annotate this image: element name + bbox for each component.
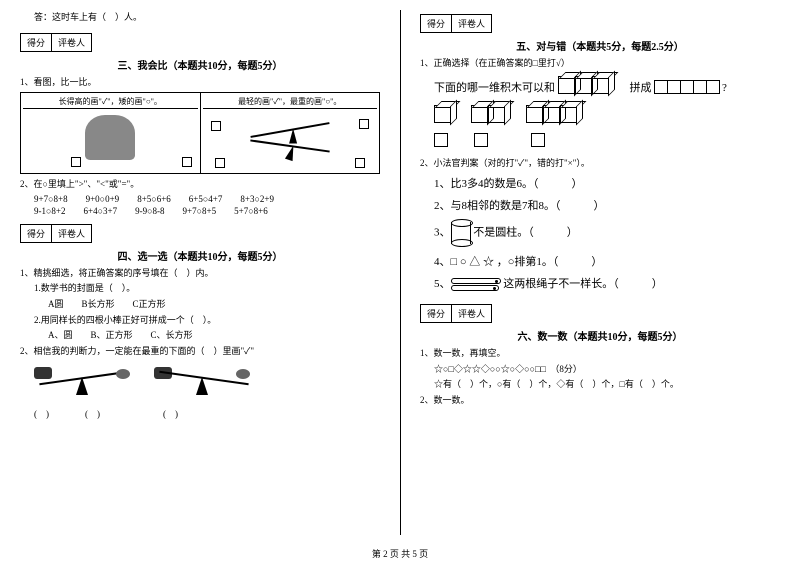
sec4-q1-2-opts[interactable]: A、圆 B、正方形 C、长方形: [48, 329, 380, 342]
sec4-q1: 1、精挑细选，将正确答案的序号填在（ ）内。: [20, 267, 380, 280]
block-answer-boxes[interactable]: [434, 133, 766, 149]
sec3-q2: 2、在○里填上">"、"<"或"="。: [20, 178, 380, 191]
sec4-q1-1: 1.数学书的封面是（ ）。: [34, 282, 380, 295]
seesaw-icon: [250, 122, 329, 138]
judge-1[interactable]: 1、比3多4的数是6。（ ）: [434, 175, 780, 191]
img-header-1: 长得高的画"✓"，矮的画"○"。: [23, 95, 198, 109]
math-expr[interactable]: 6+5○4+7: [189, 194, 223, 204]
answer-box[interactable]: [355, 158, 365, 168]
math-expr[interactable]: 8+5○6+6: [137, 194, 171, 204]
math-expr[interactable]: 9-1○8+2: [34, 206, 66, 216]
judge-4[interactable]: 4、□ ○ △ ☆ ，○排第1。（ ）: [434, 253, 780, 269]
seesaw-figure: [34, 365, 134, 400]
sec6-q2: 2、数一数。: [420, 394, 780, 407]
column-divider: [400, 10, 401, 535]
math-expr[interactable]: 5+7○8+6: [234, 206, 268, 216]
sec6-q1-fill[interactable]: ☆有（ ）个，○有（ ）个，◇有（ ）个，□有（ ）个。: [434, 378, 780, 391]
sec5-q1-row: 下面的哪一维积木可以和 拼成 ?: [434, 76, 766, 97]
score-box-3: 得分 评卷人: [20, 33, 92, 52]
comparison-image-box: 长得高的画"✓"，矮的画"○"。 最轻的画"✓"，最重的画"○"。: [20, 92, 380, 174]
section4-title: 四、选一选（本题共10分，每题5分）: [20, 248, 380, 263]
sec4-q2: 2、相信我的判断力，一定能在最重的下面的（ ）里画"✓": [20, 345, 380, 358]
sec4-q2-labels[interactable]: ( ) ( ) ( ): [34, 408, 380, 421]
score-label: 得分: [21, 225, 52, 242]
sec3-q1: 1、看图，比一比。: [20, 76, 380, 89]
section6-title: 六、数一数（本题共10分，每题5分）: [420, 328, 780, 343]
grader-label: 评卷人: [452, 305, 491, 322]
score-label: 得分: [21, 34, 52, 51]
block-text: 下面的哪一维积木可以和: [434, 82, 555, 94]
math-expr[interactable]: 8+3○2+9: [240, 194, 274, 204]
rope-icon: [451, 277, 501, 292]
score-label: 得分: [421, 305, 452, 322]
outline-blocks: [654, 80, 719, 97]
answer-box[interactable]: [359, 119, 369, 129]
answer-box[interactable]: [182, 157, 192, 167]
block-options[interactable]: [434, 105, 766, 125]
block-text2: 拼成: [630, 82, 652, 94]
image-cell-tall: 长得高的画"✓"，矮的画"○"。: [21, 93, 201, 173]
sec4-q1-2: 2.用同样长的四根小棒正好可拼成一个（ ）。: [34, 314, 380, 327]
judge-3[interactable]: 3、 不是圆柱。（ ）: [434, 219, 780, 247]
sec6-q1: 1、数一数，再填空。: [420, 347, 780, 360]
grader-label: 评卷人: [52, 34, 91, 51]
sec5-q1: 1、正确选择（在正确答案的□里打√）: [420, 57, 780, 70]
score-box-4: 得分 评卷人: [20, 224, 92, 243]
sec6-q1-shapes: ☆○□◇☆☆◇○○☆○◇○○□□ （8分）: [434, 363, 780, 376]
math-row-2: 9-1○8+2 6+4○3+7 9-9○8-8 9+7○8+5 5+7○8+6: [34, 206, 380, 216]
answer-box[interactable]: [215, 158, 225, 168]
grader-label: 评卷人: [52, 225, 91, 242]
answer-box[interactable]: [211, 121, 221, 131]
sec4-q1-1-opts[interactable]: A圆 B长方形 C正方形: [48, 298, 380, 311]
answer-box[interactable]: [71, 157, 81, 167]
score-box-6: 得分 评卷人: [420, 304, 492, 323]
section5-title: 五、对与错（本题共5分，每题2.5分）: [420, 38, 780, 53]
top-answer-line: 答：这时车上有（ ）人。: [34, 11, 380, 24]
judge-2[interactable]: 2、与8相邻的数是7和8。（ ）: [434, 197, 780, 213]
sec5-q2: 2、小法官判案（对的打"✓"，错的打"×"）。: [420, 157, 780, 170]
img-header-2: 最轻的画"✓"，最重的画"○"。: [203, 95, 378, 109]
seesaw-pictures: [34, 365, 366, 400]
elephant-icon: [85, 115, 135, 160]
math-row-1: 9+7○8+8 9+0○0+9 8+5○6+6 6+5○4+7 8+3○2+9: [34, 194, 380, 204]
math-expr[interactable]: 6+4○3+7: [84, 206, 118, 216]
score-label: 得分: [421, 15, 452, 32]
math-expr[interactable]: 9-9○8-8: [135, 206, 164, 216]
image-cell-weight: 最轻的画"✓"，最重的画"○"。: [201, 93, 380, 173]
math-expr[interactable]: 9+7○8+8: [34, 194, 68, 204]
math-expr[interactable]: 9+0○0+9: [86, 194, 120, 204]
cylinder-icon: [451, 219, 471, 247]
page-footer: 第 2 页 共 5 页: [0, 547, 800, 560]
math-expr[interactable]: 9+7○8+5: [183, 206, 217, 216]
score-box-5: 得分 评卷人: [420, 14, 492, 33]
judge-5[interactable]: 5、 这两根绳子不一样长。（ ）: [434, 275, 780, 292]
grader-label: 评卷人: [452, 15, 491, 32]
seesaw-figure: [154, 365, 254, 400]
section3-title: 三、我会比（本题共10分，每题5分）: [20, 57, 380, 72]
